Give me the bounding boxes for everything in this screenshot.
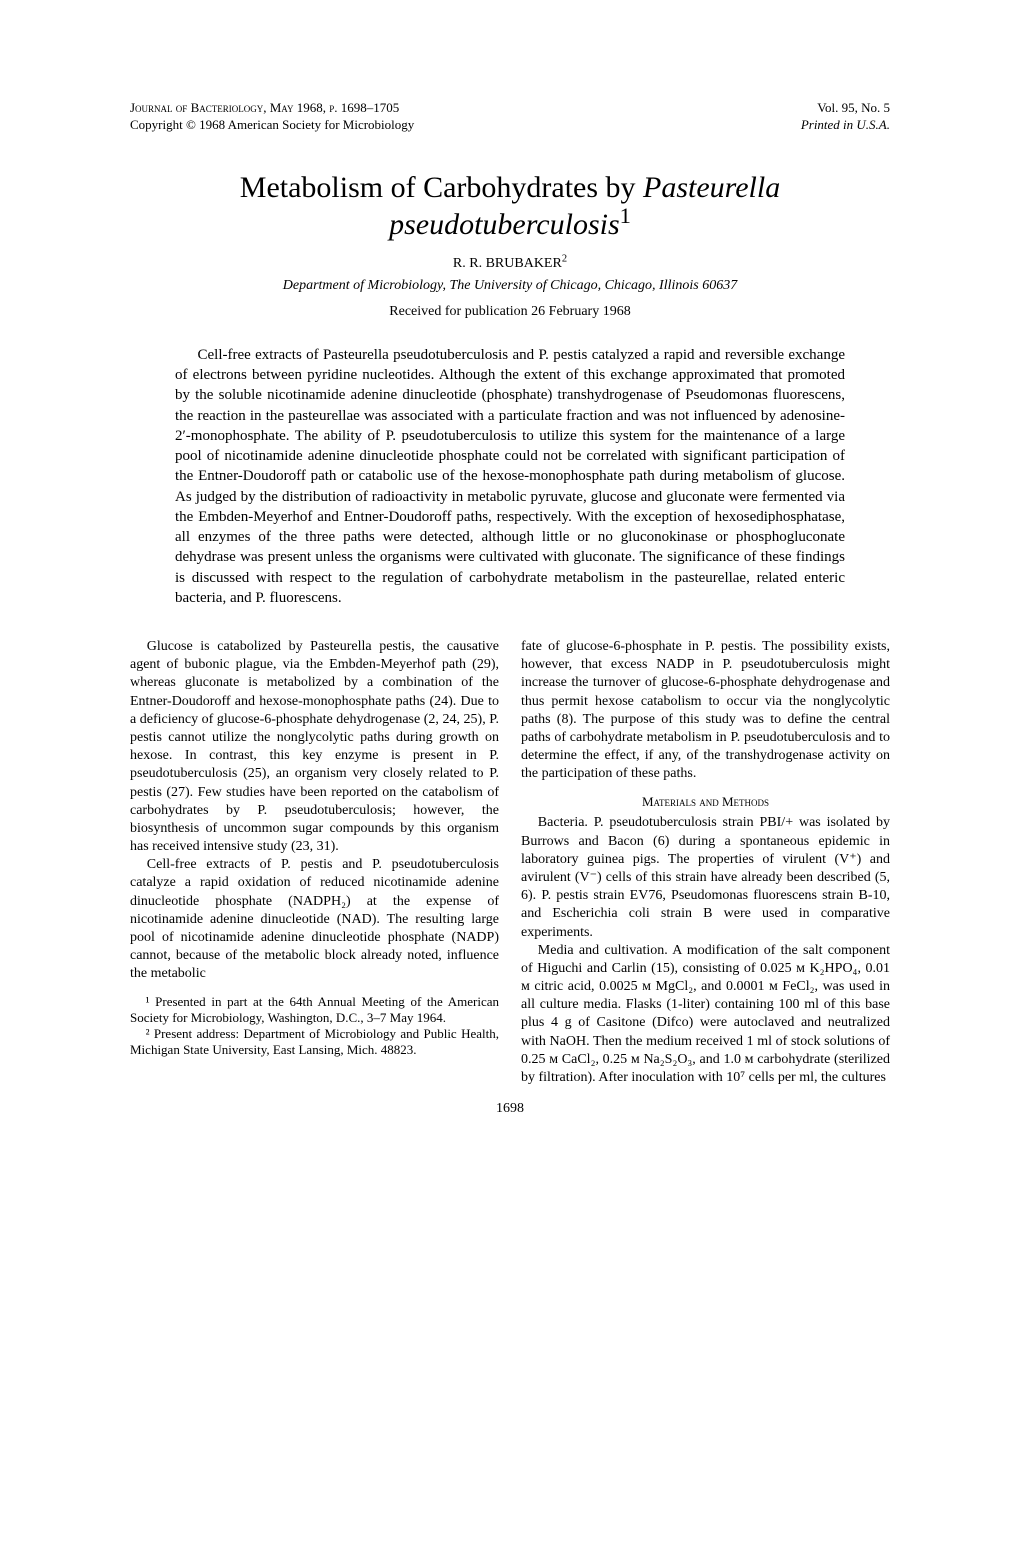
footnotes: ¹ Presented in part at the 64th Annual M… — [130, 994, 499, 1059]
body-columns: Glucose is catabolized by Pasteurella pe… — [130, 638, 890, 1087]
section-heading: Materials and Methods — [521, 794, 890, 811]
header-left: Journal of Bacteriology, May 1968, p. 16… — [130, 100, 414, 134]
footnote: ² Present address: Department of Microbi… — [130, 1026, 499, 1059]
paper-title: Metabolism of Carbohydrates by Pasteurel… — [130, 169, 890, 244]
page-number: 1698 — [130, 1101, 890, 1117]
body-paragraph: fate of glucose-6-phosphate in P. pestis… — [521, 638, 890, 784]
author-line: R. R. BRUBAKER2 — [130, 256, 890, 272]
body-paragraph: Bacteria. P. pseudotuberculosis strain P… — [521, 814, 890, 941]
journal-line: Journal of Bacteriology, May 1968, p. 16… — [130, 100, 414, 117]
printed-line: Printed in U.S.A. — [801, 117, 890, 134]
volume-line: Vol. 95, No. 5 — [801, 100, 890, 117]
running-head: Journal of Bacteriology, May 1968, p. 16… — [130, 100, 890, 134]
title-block: Metabolism of Carbohydrates by Pasteurel… — [130, 169, 890, 320]
left-column: Glucose is catabolized by Pasteurella pe… — [130, 638, 499, 1087]
copyright-line: Copyright © 1968 American Society for Mi… — [130, 117, 414, 134]
footnote: ¹ Presented in part at the 64th Annual M… — [130, 994, 499, 1027]
header-right: Vol. 95, No. 5 Printed in U.S.A. — [801, 100, 890, 134]
abstract: Cell-free extracts of Pasteurella pseudo… — [175, 345, 845, 608]
affiliation: Department of Microbiology, The Universi… — [130, 278, 890, 294]
body-paragraph: Cell-free extracts of P. pestis and P. p… — [130, 856, 499, 983]
body-paragraph: Media and cultivation. A modification of… — [521, 942, 890, 1088]
body-paragraph: Glucose is catabolized by Pasteurella pe… — [130, 638, 499, 856]
received-date: Received for publication 26 February 196… — [130, 304, 890, 320]
right-column: fate of glucose-6-phosphate in P. pestis… — [521, 638, 890, 1087]
